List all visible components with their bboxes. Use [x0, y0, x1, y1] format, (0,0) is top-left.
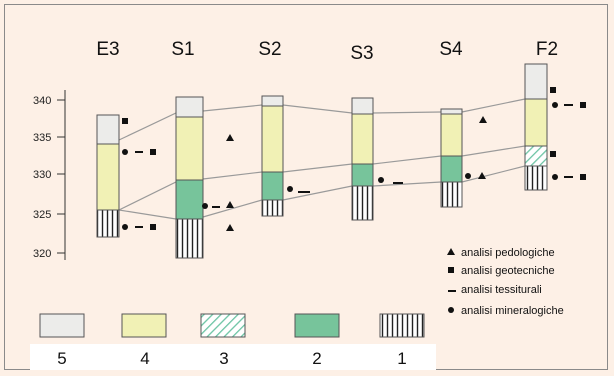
s4-unit4: [440, 113, 463, 157]
f2-unit3: [524, 145, 548, 167]
e3-unit4: [96, 143, 120, 211]
s2-unit5: [261, 95, 284, 107]
f2-geotechnical-marker-2: [580, 102, 586, 108]
square-icon: [448, 267, 454, 273]
unit-number-strip: [30, 344, 436, 370]
s4-mineralogical-dot: [465, 173, 471, 179]
s3-mineralogical-dot: [378, 177, 384, 183]
unit5-number: 5: [57, 349, 66, 368]
s2-unit1: [261, 199, 284, 217]
borehole-column-f2: [524, 63, 548, 191]
analysis-legend: analisi pedologiche analisi geotecniche …: [447, 247, 564, 317]
legend-textural-label: analisi tessiturali: [461, 284, 542, 296]
legend-mineralogical-label: analisi mineralogiche: [461, 305, 564, 317]
unit2-number: 2: [312, 349, 321, 368]
s4-unit2: [440, 155, 463, 183]
s1-unit5: [175, 96, 204, 118]
f2-geotechnical-marker-4: [580, 174, 586, 180]
borehole-label-f2: F2: [536, 39, 558, 60]
f2-mineralogical-dot-2: [552, 174, 558, 180]
borehole-label-e3: E3: [96, 39, 119, 60]
e3-geotechnical-marker-3: [150, 224, 156, 230]
f2-geotechnical-marker-3: [550, 151, 556, 157]
e3-unit5: [96, 114, 120, 145]
elevation-axis: 340 335 330 325 320: [33, 90, 66, 260]
s1-pedological-marker: [226, 134, 234, 141]
triangle-icon: [447, 248, 455, 255]
unit3-swatch: [200, 313, 246, 338]
borehole-label-s3: S3: [350, 43, 373, 64]
f2-geotechnical-marker: [550, 87, 556, 93]
f2-unit1: [524, 165, 548, 191]
borehole-column-s2: [261, 95, 284, 217]
unit5-swatch: [39, 313, 85, 338]
axis-tick-340: 340: [33, 95, 51, 107]
e3-mineralogical-dot-2: [122, 224, 128, 230]
e3-unit1: [96, 209, 120, 238]
s1-unit4: [175, 116, 204, 181]
borehole-column-s4: [440, 108, 463, 208]
s3-unit1: [351, 185, 374, 221]
s4-pedological-marker: [479, 116, 487, 123]
unit4-number: 4: [140, 349, 149, 368]
unit3-number: 3: [219, 349, 228, 368]
unit1-number: 1: [397, 349, 406, 368]
unit2-swatch: [294, 313, 340, 338]
axis-tick-330: 330: [33, 169, 51, 181]
s1-unit1: [175, 218, 204, 259]
s4-unit5: [440, 108, 463, 115]
f2-unit5: [524, 63, 548, 100]
e3-geotechnical-marker-2: [150, 149, 156, 155]
unit1-swatch: [379, 313, 425, 338]
axis-tick-325: 325: [33, 209, 51, 221]
unit-legend: [39, 313, 425, 338]
s3-unit2: [351, 163, 374, 187]
s4-pedological-marker-2: [478, 172, 486, 179]
s2-unit2: [261, 171, 284, 201]
borehole-label-s4: S4: [439, 39, 463, 60]
borehole-column-s1: [175, 96, 204, 259]
s1-mineralogical-dot: [202, 203, 208, 209]
legend-geotechnical-label: analisi geotecniche: [461, 265, 555, 277]
axis-tick-335: 335: [33, 132, 51, 144]
s1-unit2: [175, 179, 204, 220]
borehole-label-s2: S2: [258, 39, 281, 60]
s1-pedological-marker-3: [226, 224, 234, 231]
e3-mineralogical-dot: [122, 149, 128, 155]
f2-unit4: [524, 98, 548, 147]
s3-unit5: [351, 97, 374, 115]
borehole-column-e3: [96, 114, 120, 238]
borehole-label-s1: S1: [171, 39, 194, 60]
s3-unit4: [351, 113, 374, 165]
dot-icon: [448, 307, 454, 313]
borehole-column-s3: [351, 97, 374, 221]
s1-pedological-marker-2: [226, 201, 234, 208]
analysis-markers: [122, 87, 586, 231]
s2-unit4: [261, 105, 284, 173]
unit4-swatch: [121, 313, 167, 338]
axis-tick-320: 320: [33, 248, 51, 260]
s4-unit1: [440, 181, 463, 208]
e3-geotechnical-marker: [122, 118, 128, 124]
f2-mineralogical-dot: [552, 102, 558, 108]
legend-pedological-label: analisi pedologiche: [461, 247, 555, 259]
s2-mineralogical-dot: [287, 186, 293, 192]
